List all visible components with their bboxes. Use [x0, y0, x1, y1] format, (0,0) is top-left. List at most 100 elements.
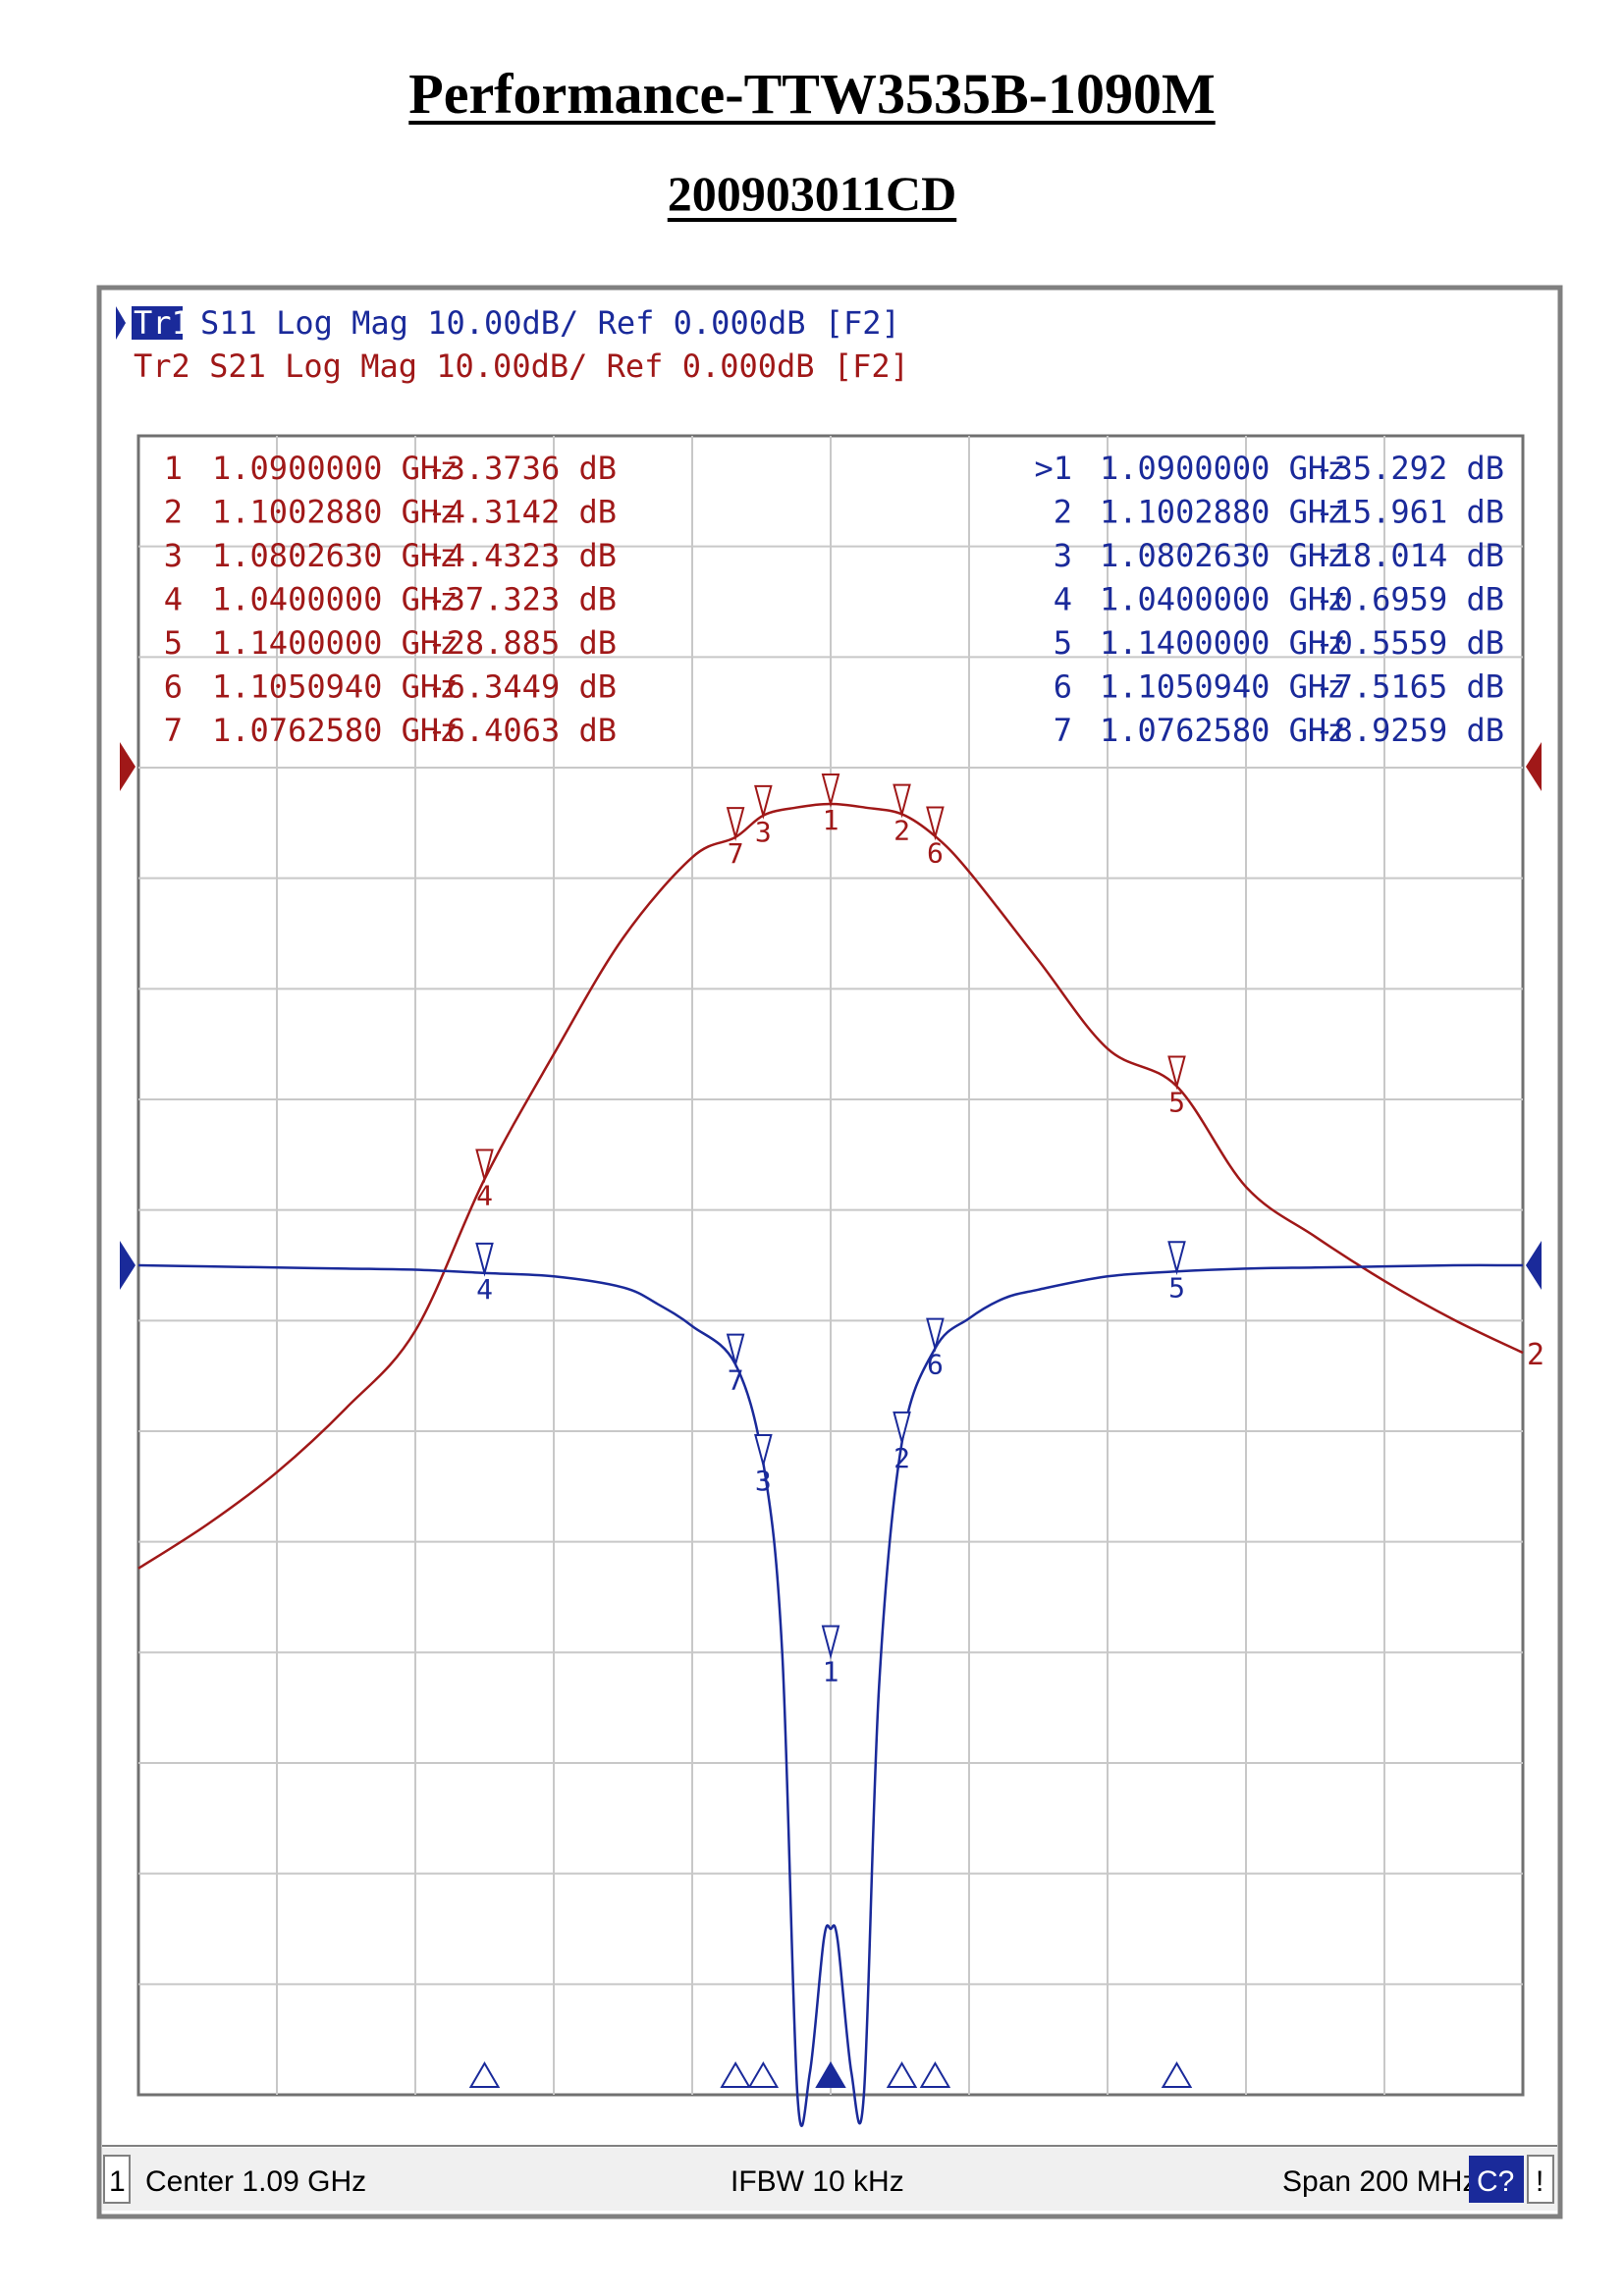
marker-id: 2: [164, 494, 183, 531]
center-frequency: Center 1.09 GHz: [145, 2165, 366, 2198]
marker-value: -0.5559 dB: [1315, 624, 1504, 662]
active-trace-arrow-icon: [116, 306, 126, 340]
marker-frequency: 1.0802630 GHz: [212, 537, 458, 574]
cal-status[interactable]: C?: [1477, 2165, 1514, 2198]
document-subtitle: 200903011CD: [667, 166, 957, 221]
s11-ref-left-icon: [120, 1241, 135, 1290]
document-title: Performance-TTW3535B-1090M: [408, 62, 1216, 126]
tr1-header: S11 Log Mag 10.00dB/ Ref 0.000dB [F2]: [200, 304, 900, 342]
marker-triangle-icon: [821, 774, 840, 808]
marker-value: -8.9259 dB: [1315, 712, 1504, 749]
marker-frequency: 1.0400000 GHz: [212, 581, 458, 618]
marker-frequency: 1.1400000 GHz: [212, 624, 458, 662]
tr1-tag-bg[interactable]: [132, 306, 183, 340]
marker-frequency: 1.0762580 GHz: [212, 712, 458, 749]
marker-frequency: 1.1002880 GHz: [1100, 494, 1345, 531]
s21-ref-left-icon: [120, 742, 135, 791]
marker-id: 2: [1054, 494, 1072, 531]
marker-id: 3: [1054, 537, 1072, 574]
marker-frequency: 1.1400000 GHz: [1100, 624, 1345, 662]
tr1-tag[interactable]: Tr1: [134, 304, 190, 342]
marker-id: 5: [164, 624, 183, 662]
marker-id: 4: [1054, 581, 1072, 618]
marker-id: 4: [164, 581, 183, 618]
marker-triangle-icon: [726, 1333, 745, 1368]
marker-value: -6.3449 dB: [427, 668, 617, 706]
channel-number[interactable]: 1: [109, 2165, 126, 2198]
marker-id: >1: [1034, 450, 1072, 487]
marker-triangle-icon: [475, 1242, 494, 1277]
marker-id: 6: [1054, 668, 1072, 706]
marker-value: -35.292 dB: [1315, 450, 1504, 487]
marker-value: -37.323 dB: [427, 581, 617, 618]
marker-value: -15.961 dB: [1315, 494, 1504, 531]
marker-id: 5: [1054, 624, 1072, 662]
marker-triangle-icon: [926, 1317, 945, 1353]
marker-label: 5: [1168, 1271, 1185, 1304]
warning-box[interactable]: [1527, 2155, 1554, 2204]
grid: [138, 436, 1523, 2095]
marker-triangle-icon: [926, 806, 945, 841]
marker-id: 7: [1054, 712, 1072, 749]
marker-id: 7: [164, 712, 183, 749]
marker-label: 1: [823, 804, 839, 836]
axis-marker-icon: [720, 2061, 751, 2088]
marker-triangle-icon: [754, 1433, 773, 1468]
marker-label: 1: [823, 1656, 839, 1688]
marker-frequency: 1.0400000 GHz: [1100, 581, 1345, 618]
marker-frequency: 1.0802630 GHz: [1100, 537, 1345, 574]
s11-ref-right-icon: [1526, 1241, 1542, 1290]
marker-value: -18.014 dB: [1315, 537, 1504, 574]
s11-trace: [137, 1263, 1524, 2127]
marker-label: 2: [893, 815, 910, 847]
axis-marker-icon: [747, 2061, 780, 2088]
marker-label: 3: [755, 1465, 772, 1497]
marker-triangle-icon: [1167, 1055, 1186, 1091]
marker-value: -0.6959 dB: [1315, 581, 1504, 618]
tr2-header: Tr2 S21 Log Mag 10.00dB/ Ref 0.000dB [F2…: [134, 347, 909, 385]
marker-value: -3.3736 dB: [427, 450, 617, 487]
marker-id: 1: [164, 450, 183, 487]
channel-box[interactable]: [103, 2155, 131, 2204]
marker-triangle-icon: [1167, 1241, 1186, 1276]
marker-triangle-icon: [475, 1148, 494, 1184]
marker-label: 4: [476, 1180, 493, 1212]
marker-frequency: 1.0762580 GHz: [1100, 712, 1345, 749]
marker-label: 5: [1168, 1086, 1185, 1118]
axis-marker-icon: [468, 2061, 501, 2088]
marker-glyphs: 1 2 3 4 5 6 7 1 2 3 4 5 6 7: [475, 774, 1186, 1688]
marker-value: -28.885 dB: [427, 624, 617, 662]
marker-label: 7: [728, 837, 744, 870]
marker-frequency: 1.0900000 GHz: [212, 450, 458, 487]
axis-marker-icon: [1161, 2061, 1193, 2088]
s21-marker-table: 1 1.0900000 GHz-3.3736 dB2 1.1002880 GHz-4…: [164, 450, 617, 749]
marker-label: 3: [755, 816, 772, 848]
s21-ref-right-icon: [1526, 742, 1542, 791]
marker-value: -7.5165 dB: [1315, 668, 1504, 706]
axis-marker-icon: [919, 2061, 951, 2088]
marker-frequency: 1.1050940 GHz: [212, 668, 458, 706]
marker-triangle-icon: [754, 784, 773, 820]
marker-label: 2: [893, 1442, 910, 1474]
marker-label: 6: [927, 836, 944, 869]
marker-id: 6: [164, 668, 183, 706]
axis-marker-icon: [886, 2061, 918, 2088]
marker-value: -6.4063 dB: [427, 712, 617, 749]
marker-value: -4.3142 dB: [427, 494, 617, 531]
s11-marker-table: >1 1.0900000 GHz-35.292 dB2 1.1002880 GHz-…: [1034, 450, 1504, 749]
warning-indicator[interactable]: !: [1536, 2165, 1543, 2198]
status-bar: [102, 2148, 1557, 2211]
axis-marker-icon: [815, 2061, 846, 2088]
marker-id: 3: [164, 537, 183, 574]
x-axis-marker-row: [468, 2061, 1193, 2088]
span: Span 200 MHz: [1282, 2165, 1477, 2198]
marker-value: -4.4323 dB: [427, 537, 617, 574]
marker-frequency: 1.1050940 GHz: [1100, 668, 1345, 706]
s21-trace: [137, 802, 1524, 1570]
marker-triangle-icon: [893, 783, 911, 819]
cal-badge[interactable]: [1469, 2156, 1524, 2203]
marker-label: 4: [476, 1273, 493, 1306]
marker-triangle-icon: [821, 1625, 840, 1660]
marker-frequency: 1.0900000 GHz: [1100, 450, 1345, 487]
